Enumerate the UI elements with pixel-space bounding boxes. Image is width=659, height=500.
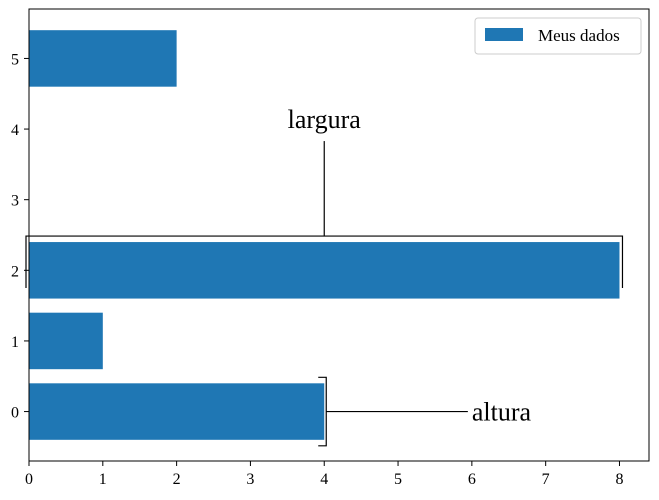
- x-tick-label: 8: [615, 471, 623, 488]
- x-tick-label: 2: [173, 471, 181, 488]
- x-tick-label: 4: [320, 471, 328, 488]
- width-bracket: [25, 235, 624, 288]
- height-bracket: [318, 376, 327, 447]
- plot-area-frame: [28, 8, 650, 462]
- bar-2: [29, 242, 620, 299]
- y-tick-label: 5: [11, 51, 19, 68]
- annotations-group: largura altura: [25, 105, 624, 447]
- y-tick-label: 1: [11, 334, 19, 351]
- bar-0: [29, 383, 325, 440]
- width-annotation-label: largura: [288, 105, 362, 134]
- y-tick-label: 4: [11, 122, 19, 139]
- legend-label: Meus dados: [538, 26, 620, 45]
- bars-group: [29, 30, 620, 440]
- x-tick-label: 1: [99, 471, 107, 488]
- bar-1: [29, 312, 103, 370]
- y-tick-label: 2: [11, 263, 19, 280]
- bar-5: [29, 30, 177, 87]
- x-tick-label: 3: [246, 471, 254, 488]
- x-axis-ticks: 0 1 2 3 4 5 6 7 8: [25, 461, 623, 488]
- y-tick-label: 3: [11, 193, 19, 210]
- x-tick-label: 6: [468, 471, 476, 488]
- x-tick-label: 0: [25, 471, 33, 488]
- y-tick-label: 0: [11, 405, 19, 422]
- legend-box: [474, 17, 642, 55]
- height-annotation-label: altura: [472, 398, 532, 427]
- legend: Meus dados: [474, 17, 642, 55]
- y-axis-ticks: 0 1 2 3 4 5: [11, 51, 29, 422]
- x-tick-label: 7: [542, 471, 550, 488]
- x-tick-label: 5: [394, 471, 402, 488]
- legend-swatch: [485, 28, 523, 41]
